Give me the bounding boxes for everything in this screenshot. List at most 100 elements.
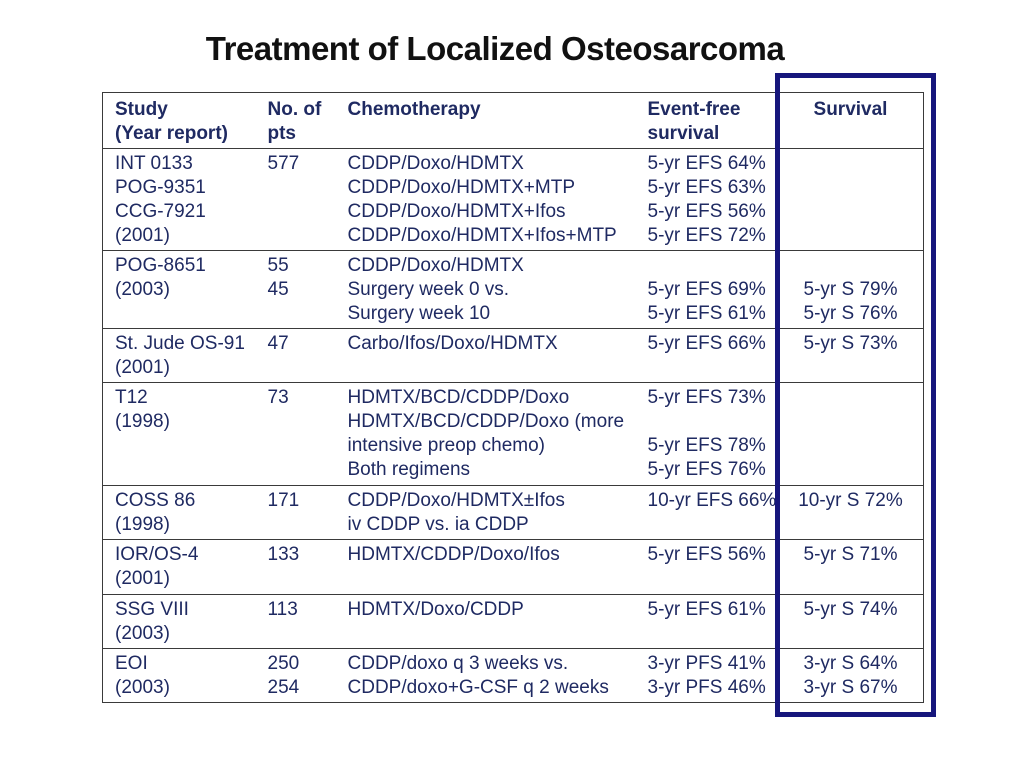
- column-header-pts: No. of pts: [265, 92, 346, 149]
- cell-efs-line: 3-yr PFS 46%: [647, 677, 766, 698]
- column-header-study-line: (Year report): [115, 123, 228, 144]
- cell-efs: 5-yr EFS 69% 5-yr EFS 61%: [645, 250, 778, 329]
- cell-survival-line: [780, 386, 921, 410]
- cell-study-line: POG-9351: [115, 177, 206, 198]
- cell-study-line: St. Jude OS-91: [115, 333, 245, 354]
- cell-study-line: (2003): [115, 677, 170, 698]
- header-row: Study (Year report) No. of pts Chemotherapy E…: [102, 92, 924, 149]
- cell-chemo: CDDP/doxo q 3 weeks vs. CDDP/doxo+G-CSF q…: [345, 648, 646, 703]
- cell-efs: 10-yr EFS 66%: [645, 485, 778, 540]
- cell-efs-line: 3-yr PFS 41%: [647, 653, 766, 674]
- cell-study: T12 (1998): [102, 382, 266, 486]
- column-header-survival: Survival: [777, 92, 924, 149]
- cell-chemo-line: HDMTX/Doxo/CDDP: [347, 599, 524, 620]
- cell-survival: [777, 382, 924, 486]
- cell-survival: 5-yr S 74%: [777, 594, 924, 649]
- cell-efs-line: 5-yr EFS 78%: [647, 435, 766, 456]
- cell-pts: 47: [265, 328, 346, 383]
- cell-pts: 133: [265, 539, 346, 595]
- cell-survival: 10-yr S 72%: [777, 485, 924, 540]
- cell-efs-line: 5-yr EFS 69%: [647, 279, 766, 300]
- cell-study: St. Jude OS-91 (2001): [102, 328, 266, 383]
- cell-efs-line: 5-yr EFS 66%: [647, 333, 766, 354]
- cell-study: IOR/OS-4 (2001): [102, 539, 266, 595]
- cell-study: COSS 86 (1998): [102, 485, 266, 540]
- cell-chemo-line: Surgery week 10: [347, 303, 491, 324]
- cell-survival: 5-yr S 79% 5-yr S 76%: [777, 250, 924, 329]
- cell-pts: 55 45: [265, 250, 346, 329]
- cell-study-line: CCG-7921: [115, 201, 206, 222]
- cell-chemo-line: Carbo/Ifos/Doxo/HDMTX: [347, 333, 558, 354]
- cell-chemo-line: intensive preop chemo): [347, 435, 546, 456]
- cell-survival-line: 5-yr S 74%: [803, 599, 898, 620]
- column-header-study: Study (Year report): [102, 92, 266, 149]
- treatment-table: Study (Year report) No. of pts Chemotherapy E…: [102, 92, 924, 703]
- table-row: COSS 86 (1998) 171 CDDP/Doxo/HDMTX±Ifos iv C…: [102, 485, 924, 540]
- table-row: IOR/OS-4 (2001) 133 HDMTX/CDDP/Doxo/Ifos 5-y…: [102, 539, 924, 595]
- cell-chemo: HDMTX/CDDP/Doxo/Ifos: [345, 539, 646, 595]
- cell-study-line: COSS 86: [115, 490, 196, 511]
- cell-study: POG-8651 (2003): [102, 250, 266, 329]
- cell-survival-line: [780, 254, 921, 278]
- cell-chemo: HDMTX/Doxo/CDDP: [345, 594, 646, 649]
- cell-pts-line: 254: [267, 677, 300, 698]
- treatment-table-wrap: Study (Year report) No. of pts Chemotherapy E…: [102, 92, 924, 703]
- cell-efs: 5-yr EFS 73% 5-yr EFS 78% 5-yr EFS 76%: [645, 382, 778, 486]
- cell-pts-line: 577: [267, 153, 300, 174]
- cell-study: SSG VIII (2003): [102, 594, 266, 649]
- cell-chemo-line: CDDP/doxo+G-CSF q 2 weeks: [347, 677, 609, 698]
- table-row: EOI (2003) 250 254 CDDP/doxo q 3 weeks vs. CD…: [102, 648, 924, 703]
- cell-efs-line: 5-yr EFS 76%: [647, 459, 766, 480]
- cell-efs-line: 5-yr EFS 64%: [647, 153, 766, 174]
- cell-survival: 5-yr S 73%: [777, 328, 924, 383]
- cell-efs-line: 5-yr EFS 56%: [647, 201, 766, 222]
- column-header-efs-line: Event-free: [647, 99, 741, 120]
- cell-chemo-line: Surgery week 0 vs.: [347, 279, 510, 300]
- cell-efs-line: 5-yr EFS 72%: [647, 225, 766, 246]
- cell-pts-line: 171: [267, 490, 300, 511]
- cell-pts: 250 254: [265, 648, 346, 703]
- cell-study: EOI (2003): [102, 648, 266, 703]
- cell-survival-line: 5-yr S 76%: [803, 303, 898, 324]
- column-header-efs-line: survival: [647, 123, 720, 144]
- cell-survival-line: 5-yr S 73%: [803, 333, 898, 354]
- table-header: Study (Year report) No. of pts Chemotherapy E…: [102, 92, 924, 149]
- cell-efs-line: 5-yr EFS 73%: [647, 387, 766, 408]
- table-row: St. Jude OS-91 (2001) 47 Carbo/Ifos/Doxo/HD…: [102, 328, 924, 383]
- cell-efs: 5-yr EFS 61%: [645, 594, 778, 649]
- cell-pts: 113: [265, 594, 346, 649]
- cell-chemo: Carbo/Ifos/Doxo/HDMTX: [345, 328, 646, 383]
- table-row: INT 0133 POG-9351 CCG-7921 (2001) 577 CDDP/Do…: [102, 148, 924, 251]
- cell-chemo-line: Both regimens: [347, 459, 471, 480]
- cell-efs-line: 5-yr EFS 63%: [647, 177, 766, 198]
- cell-pts-line: 55: [267, 255, 289, 276]
- cell-survival: 5-yr S 71%: [777, 539, 924, 595]
- table-row: POG-8651 (2003) 55 45 CDDP/Doxo/HDMTX Surgery…: [102, 250, 924, 329]
- table-body: INT 0133 POG-9351 CCG-7921 (2001) 577 CDDP/Do…: [102, 148, 924, 703]
- cell-chemo-line: CDDP/Doxo/HDMTX: [347, 255, 524, 276]
- cell-study: INT 0133 POG-9351 CCG-7921 (2001): [102, 148, 266, 251]
- cell-efs-line: 10-yr EFS 66%: [647, 490, 777, 511]
- cell-study-line: (2001): [115, 225, 170, 246]
- cell-study-line: EOI: [115, 653, 148, 674]
- cell-survival-line: 3-yr S 64%: [803, 653, 898, 674]
- cell-pts-line: 250: [267, 653, 300, 674]
- cell-chemo-line: CDDP/Doxo/HDMTX+Ifos+MTP: [347, 225, 617, 246]
- cell-chemo-line: CDDP/Doxo/HDMTX+Ifos: [347, 201, 566, 222]
- cell-pts-line: 73: [267, 387, 289, 408]
- cell-chemo: CDDP/Doxo/HDMTX Surgery week 0 vs. Surgery…: [345, 250, 646, 329]
- cell-chemo-line: HDMTX/BCD/CDDP/Doxo (more: [347, 411, 625, 432]
- cell-survival: 3-yr S 64% 3-yr S 67%: [777, 648, 924, 703]
- cell-efs: 5-yr EFS 56%: [645, 539, 778, 595]
- column-header-pts-line: pts: [267, 123, 297, 144]
- cell-study-line: (1998): [115, 514, 170, 535]
- column-header-efs: Event-free survival: [645, 92, 778, 149]
- cell-survival-line: 5-yr S 71%: [803, 544, 898, 565]
- cell-chemo: CDDP/Doxo/HDMTX±Ifos iv CDDP vs. ia CDDP: [345, 485, 646, 540]
- cell-chemo: CDDP/Doxo/HDMTX CDDP/Doxo/HDMTX+MTP CDDP/D…: [345, 148, 646, 251]
- cell-study-line: SSG VIII: [115, 599, 189, 620]
- cell-pts-line: 45: [267, 279, 289, 300]
- cell-efs-line: 5-yr EFS 61%: [647, 599, 766, 620]
- cell-efs-line: 5-yr EFS 61%: [647, 303, 766, 324]
